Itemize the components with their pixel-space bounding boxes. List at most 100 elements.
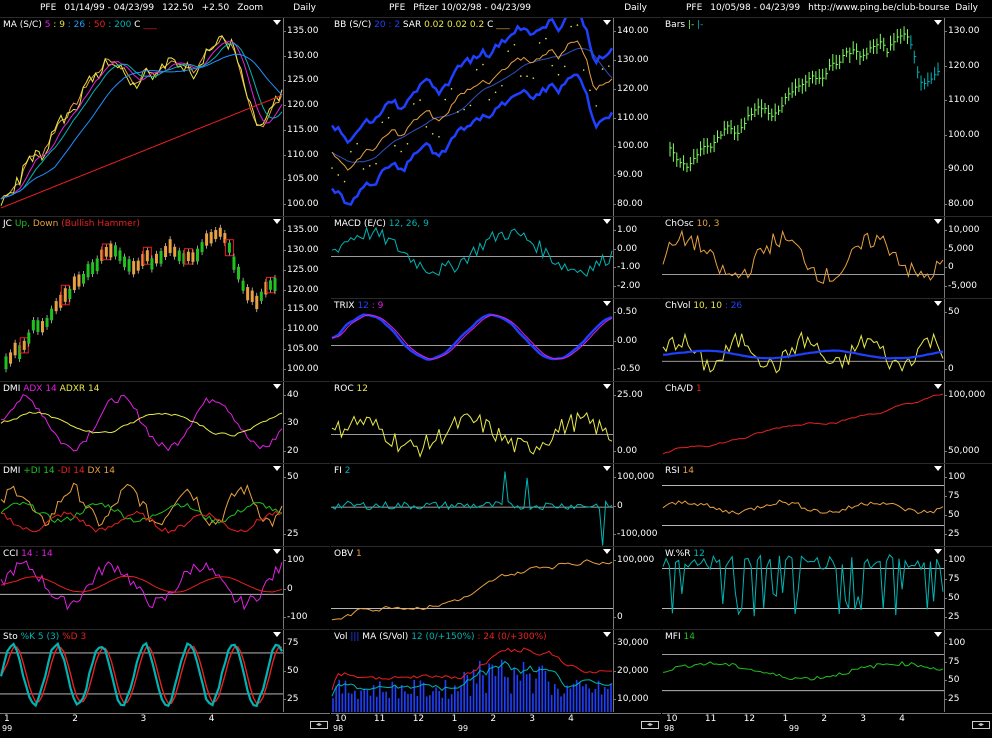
y-axis: 100 0 -100 (282, 547, 331, 630)
plot-area (0, 35, 283, 209)
label-part: 14 : 14 (18, 549, 53, 559)
plot-area (662, 229, 944, 284)
y-tick-label: 120.00 (283, 100, 319, 110)
label-part: ||| (347, 632, 360, 642)
label-part: ADX 14 (20, 384, 57, 394)
label-part: 2 (341, 466, 351, 476)
label-part: 0.02 (444, 20, 468, 30)
candle (132, 261, 136, 275)
y-tick-label: 0.00 (612, 244, 638, 254)
plot-area (331, 471, 613, 546)
panel-menu-icon[interactable] (603, 219, 611, 224)
candle (223, 233, 227, 244)
x-year-label: 99 (788, 724, 800, 733)
x-tick-label: 2 (821, 714, 828, 724)
label-part: 12 (354, 301, 369, 311)
y-axis: 100,000 0 (612, 547, 662, 630)
candle (95, 258, 99, 272)
panel-menu-icon[interactable] (934, 549, 942, 554)
label-part: : 26 (721, 301, 743, 311)
panel-menu-icon[interactable] (934, 632, 942, 637)
header-range: 10/05/98 - 04/23/99 (710, 3, 801, 13)
header-info: PFE Pfizer 10/02/98 - 04/23/99 (389, 0, 539, 17)
y-tick-label: 75 (943, 657, 960, 667)
panel-menu-icon[interactable] (603, 632, 611, 637)
candle (209, 232, 213, 244)
panel-menu-icon[interactable] (273, 20, 281, 25)
period-selector[interactable]: Daily (955, 3, 978, 13)
period-selector[interactable]: Daily (624, 3, 647, 13)
panel-menu-icon[interactable] (273, 632, 281, 637)
label-part: CCI (3, 549, 19, 559)
roc-panel: ROC 12 25.00 0.00 (331, 381, 661, 464)
scroll-arrows-icon[interactable]: ◂▸ (972, 721, 990, 729)
sar-dot (381, 121, 384, 124)
y-tick-label: 100,000 (612, 472, 655, 482)
label-part: 0.2 (467, 20, 485, 30)
scroll-arrows-icon[interactable]: ◂▸ (641, 721, 659, 729)
candle (63, 288, 67, 302)
panel-menu-icon[interactable] (603, 384, 611, 389)
y-axis: 100 75 50 25 (943, 630, 992, 712)
y-tick-label: -0.50 (612, 364, 641, 374)
header-zoom[interactable]: Zoom (237, 3, 264, 13)
sar-dot (488, 98, 491, 101)
candle (127, 259, 131, 272)
ma-panel: MA (S/C) 5 : 9 : 26 : 50 : 200 C ___ 135.… (0, 17, 330, 217)
plot-area (331, 647, 613, 712)
x-tick-label: 4 (899, 714, 905, 724)
x-tick-label: 12 (743, 714, 756, 724)
label-part: : 9 (368, 301, 384, 311)
panel-menu-icon[interactable] (934, 301, 942, 306)
y-tick-label: 50,000 (944, 446, 980, 456)
obv-line (331, 559, 613, 621)
panel-menu-icon[interactable] (603, 549, 611, 554)
bb-upper-line (331, 18, 613, 145)
panel-menu-icon[interactable] (603, 301, 611, 306)
plot-area (0, 482, 283, 534)
x-tick-label: 11 (704, 714, 717, 724)
y-tick-label: 30,000 (613, 638, 649, 648)
panel-menu-icon[interactable] (603, 466, 611, 471)
chvol-ma-line (663, 349, 944, 360)
chart-column-1: PFE 01/14/99 - 04/23/99 122.50 +2.50 Zoom Dai… (0, 0, 330, 738)
y-axis: 140.00 130.00 120.00 110.00 100.00 90.00 80.00 (613, 18, 662, 217)
panel-menu-icon[interactable] (934, 384, 942, 389)
label-part: ADXR 14 (56, 384, 100, 394)
indicator-label: OBV 1 (334, 549, 362, 559)
macd-line (331, 226, 613, 277)
trix-panel: TRIX 12 : 9 0.50 0.00 -0.50 (331, 298, 661, 382)
sar-dot (457, 111, 459, 113)
panel-menu-icon[interactable] (934, 20, 942, 25)
candle (218, 227, 222, 237)
scroll-arrows-icon[interactable]: ◂▸ (310, 721, 328, 729)
ma9-line (0, 41, 283, 200)
column-header: PFE 10/05/98 - 04/23/99 http://www.ping.be… (662, 0, 992, 17)
period-selector[interactable]: Daily (293, 3, 316, 13)
y-axis: 0.50 0.00 -0.50 (612, 299, 662, 382)
panel-menu-icon[interactable] (273, 384, 281, 389)
candle (50, 308, 54, 321)
chvol-panel: ChVol 10, 10 : 26 50 0 (662, 298, 992, 382)
x-tick-label: 2 (490, 714, 497, 724)
sar-dot (501, 84, 503, 87)
panel-menu-icon[interactable] (934, 466, 942, 471)
panel-menu-icon[interactable] (273, 219, 281, 224)
panel-menu-icon[interactable] (273, 466, 281, 471)
sar-dot (519, 75, 522, 77)
y-tick-label: -1.00 (612, 262, 641, 272)
label-part: MA (S/C) (3, 20, 42, 30)
x-tick-label: 3 (860, 714, 867, 724)
sar-dot (450, 88, 453, 90)
candle (118, 250, 122, 261)
candle (113, 245, 117, 257)
panel-menu-icon[interactable] (603, 20, 611, 25)
rsi-line (662, 499, 944, 515)
sar-dot (507, 50, 509, 53)
y-axis: 100,000 0 -100,000 (612, 464, 662, 547)
panel-menu-icon[interactable] (273, 549, 281, 554)
chosc-panel: ChOsc 10, 3 10,000 5,000 0 -5,000 (662, 216, 992, 299)
label-part: : 9 (50, 20, 65, 30)
label-part: ChA/D (665, 384, 694, 394)
panel-menu-icon[interactable] (934, 219, 942, 224)
